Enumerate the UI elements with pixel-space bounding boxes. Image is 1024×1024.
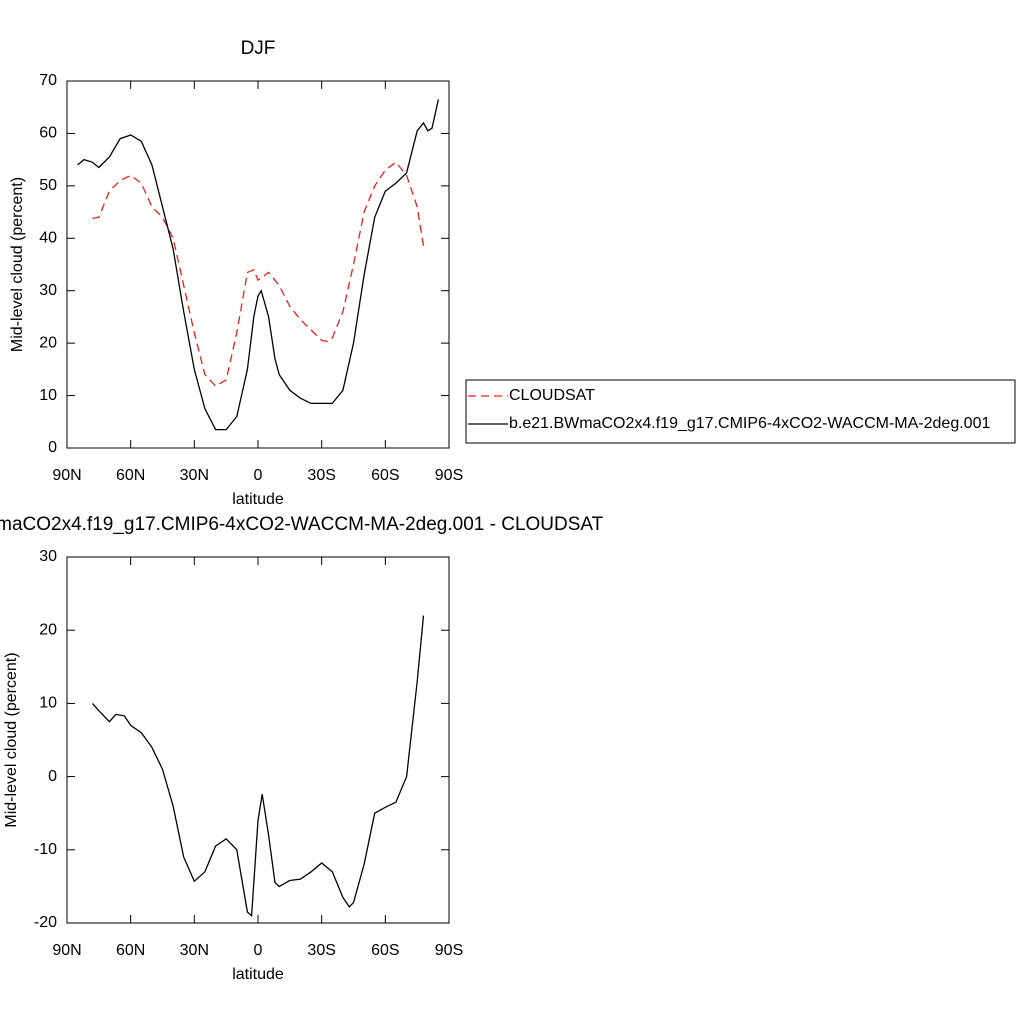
plot-frame	[66, 80, 450, 449]
y-tick-label: 0	[48, 768, 57, 785]
y-tick-label: 30	[39, 548, 57, 565]
data-line	[77, 99, 440, 431]
x-tick-label: 60N	[116, 467, 145, 484]
chart-title: b.e21.BWmaCO2x4.f19_g17.CMIP6-4xCO2-WACC…	[0, 514, 604, 535]
plot-frame	[66, 556, 450, 924]
y-axis-label: Mid-level cloud (percent)	[9, 177, 26, 352]
y-tick-label: 20	[39, 621, 57, 638]
y-tick-label: 20	[39, 334, 57, 351]
x-tick-label: 0	[254, 467, 263, 484]
y-tick-label: -20	[34, 914, 57, 931]
y-tick-label: -10	[34, 841, 57, 858]
y-tick-label: 70	[39, 72, 57, 89]
legend-box	[465, 379, 1016, 444]
legend-label: CLOUDSAT	[509, 387, 595, 404]
data-line	[92, 161, 425, 387]
legend-label: b.e21.BWmaCO2x4.f19_g17.CMIP6-4xCO2-WACC…	[509, 415, 990, 432]
x-axis-label: latitude	[232, 491, 284, 508]
x-tick-label: 30N	[180, 942, 209, 959]
x-tick-label: 30N	[180, 467, 209, 484]
y-tick-label: 0	[48, 439, 57, 456]
x-tick-label: 60N	[116, 942, 145, 959]
y-tick-label: 50	[39, 177, 57, 194]
data-line	[92, 615, 425, 918]
x-tick-label: 90N	[52, 467, 81, 484]
x-tick-label: 30S	[307, 467, 335, 484]
y-tick-label: 30	[39, 282, 57, 299]
y-axis-label: Mid-level cloud (percent)	[3, 652, 20, 827]
x-tick-label: 0	[254, 942, 263, 959]
x-tick-label: 90N	[52, 942, 81, 959]
x-axis-label: latitude	[232, 966, 284, 983]
chart-title: DJF	[241, 38, 276, 59]
x-tick-label: 60S	[371, 942, 399, 959]
y-tick-label: 10	[39, 387, 57, 404]
x-tick-label: 90S	[435, 942, 463, 959]
x-tick-label: 30S	[307, 942, 335, 959]
y-tick-label: 40	[39, 230, 57, 247]
y-tick-label: 10	[39, 695, 57, 712]
y-tick-label: 60	[39, 125, 57, 142]
x-tick-label: 60S	[371, 467, 399, 484]
x-tick-label: 90S	[435, 467, 463, 484]
